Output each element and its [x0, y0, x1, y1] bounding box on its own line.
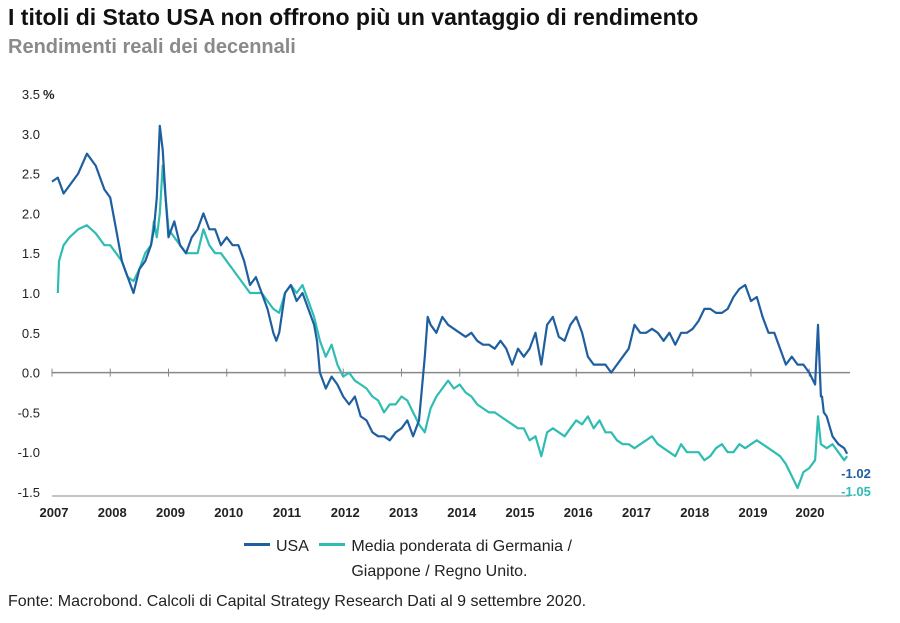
chart-subtitle: Rendimenti reali dei decennali — [8, 36, 296, 58]
x-tick-label: 2015 — [506, 505, 535, 520]
y-tick-label: -0.5 — [18, 405, 40, 420]
series-layer — [51, 124, 849, 490]
x-tick-label: 2019 — [739, 505, 768, 520]
x-axis: 2007 2008 2009 2010 2011 2012 2013 2014 2015 2016… — [40, 368, 850, 520]
end-label-usa: -1.02 — [841, 466, 871, 481]
x-tick-label: 2016 — [564, 505, 593, 520]
y-tick-label: 0.5 — [22, 326, 40, 341]
unit-label: % — [43, 87, 55, 102]
y-tick-label: 1.5 — [22, 246, 40, 261]
y-tick-label: 3.5 — [22, 87, 40, 102]
x-tick-label: 2010 — [214, 505, 243, 520]
y-axis: 3.5 3.0 2.5 2.0 1.5 1.0 0.5 0.0 -0.5 -1.0 -1.5 — [18, 87, 40, 500]
line-chart: % 3.5 3.0 2.5 2.0 1.5 1.0 0.5 0.0 -0.5 -1.0 -1.5 2… — [18, 87, 871, 520]
legend-label-usa: USA — [276, 538, 309, 555]
y-tick-label: 0.0 — [22, 366, 40, 381]
legend-label-europe: Media ponderata di Germania / Giappone /… — [351, 538, 572, 580]
x-tick-label: 2014 — [447, 505, 477, 520]
source-note: Fonte: Macrobond. Calcoli di Capital Str… — [8, 593, 587, 610]
y-tick-label: 2.0 — [22, 206, 40, 221]
y-tick-label: 1.0 — [22, 286, 40, 301]
series-line-usa — [51, 124, 849, 455]
legend-swatch-usa — [244, 543, 270, 546]
x-tick-label: 2011 — [273, 505, 301, 520]
y-tick-label: -1.5 — [18, 485, 40, 500]
x-tick-label: 2007 — [40, 505, 69, 520]
x-tick-label: 2009 — [156, 505, 185, 520]
chart-title: I titoli di Stato USA non offrono più un… — [8, 4, 699, 30]
y-tick-label: 3.0 — [22, 127, 40, 142]
y-tick-label: 2.5 — [22, 167, 40, 182]
legend-item-europe: Media ponderata di Germania / Giappone /… — [319, 534, 641, 584]
x-tick-label: 2012 — [331, 505, 360, 520]
legend: USA Media ponderata di Germania / Giappo… — [244, 534, 647, 584]
end-labels: -1.02 -1.05 — [841, 466, 871, 499]
legend-swatch-europe — [319, 543, 346, 546]
x-tick-label: 2013 — [389, 505, 418, 520]
y-tick-label: -1.0 — [18, 445, 40, 460]
x-tick-label: 2020 — [796, 505, 825, 520]
end-label-europe: -1.05 — [841, 484, 871, 499]
x-tick-label: 2017 — [622, 505, 651, 520]
x-tick-label: 2018 — [680, 505, 709, 520]
x-tick-label: 2008 — [98, 505, 127, 520]
legend-item-usa: USA — [244, 534, 309, 559]
